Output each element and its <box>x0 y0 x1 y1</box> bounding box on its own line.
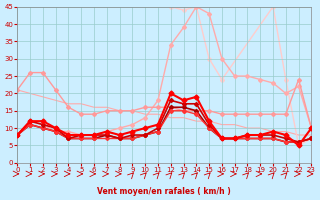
X-axis label: Vent moyen/en rafales ( km/h ): Vent moyen/en rafales ( km/h ) <box>98 187 231 196</box>
